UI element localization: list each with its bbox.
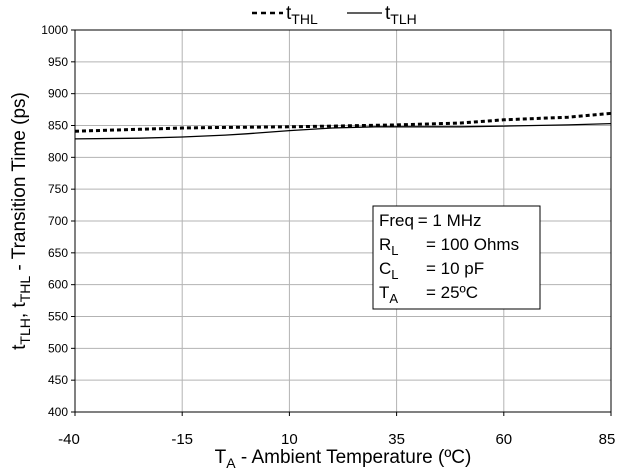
x-axis-title: TA - Ambient Temperature (ºC): [215, 447, 472, 471]
y-tick-label: 750: [48, 182, 68, 196]
legend-label-thl: tTHL: [286, 3, 318, 27]
y-tick-label: 500: [48, 341, 68, 355]
legend-label-tlh: tTLH: [385, 3, 417, 27]
y-tick-labels: 400 450 500 550 600 650 700 750 800 850 900 950 1000: [41, 23, 68, 419]
annotation-box: [372, 205, 541, 310]
annotation-freq: Freq = 1 MHz: [379, 211, 482, 230]
conditions-annotation: Freq = 1 MHz RL = 100 Ohms CL = 10 pF TA = …: [372, 205, 541, 310]
annotation-ta: TA = 25ºC: [379, 283, 478, 306]
y-tick-label: 950: [48, 55, 68, 69]
y-tick-label: 550: [48, 310, 68, 324]
x-tick-label: -40: [58, 431, 80, 448]
series-layer: [74, 111, 612, 140]
annotation-cl: CL = 10 pF: [379, 259, 484, 282]
y-axis-title: tTLH, tTHL - Transition Time (ps): [9, 92, 33, 350]
series-line-tlh: [74, 122, 612, 140]
x-tick-labels: -40 -15 10 35 60 85: [58, 431, 615, 448]
x-tick-label: 85: [599, 431, 616, 448]
legend: tTHL tTLH: [252, 3, 417, 27]
series-line-thl: [74, 111, 612, 133]
plot-area: [74, 29, 612, 413]
y-tick-label: 900: [48, 87, 68, 101]
x-tick-label: 60: [495, 431, 512, 448]
x-tick-label: 10: [281, 431, 298, 448]
x-tick-label: 35: [388, 431, 405, 448]
y-tick-label: 1000: [41, 23, 68, 37]
x-tick-label: -15: [171, 431, 193, 448]
y-tick-label: 850: [48, 119, 68, 133]
y-tick-label: 800: [48, 150, 68, 164]
annotation-rl: RL = 100 Ohms: [379, 235, 519, 258]
y-tick-label: 400: [48, 405, 68, 419]
y-tick-label: 450: [48, 373, 68, 387]
y-tick-label: 600: [48, 278, 68, 292]
y-tick-label: 650: [48, 246, 68, 260]
y-tick-label: 700: [48, 214, 68, 228]
